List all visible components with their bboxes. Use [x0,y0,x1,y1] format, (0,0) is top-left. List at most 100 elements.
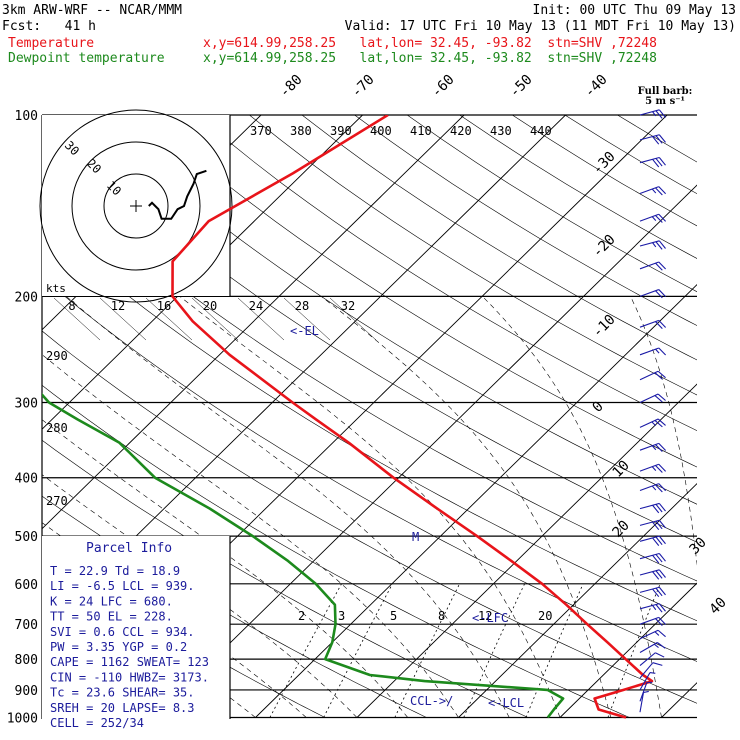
pressure-label: 400 [15,472,38,487]
barb-legend-units: 5 m s⁻¹ [645,96,685,107]
isotherm-label: -30 [590,149,619,178]
barb-half-flag [643,690,649,694]
temperature-line [171,115,654,719]
theta-label: 270 [46,494,68,508]
barb-flag [655,110,663,119]
mean-wind-marker: M [412,530,419,544]
mixing-ratio-label: 12 [478,609,492,623]
isotherm-line [559,582,697,718]
barb-flag [654,395,663,403]
wind-barb [639,535,666,546]
barb-half-flag [651,485,657,491]
pressure-label: 100 [15,109,38,124]
isotherm-label: -40 [582,72,611,101]
pressure-label: 700 [15,618,38,633]
isotherm-line [458,483,697,718]
dry-adiabat-line [617,115,697,163]
hodograph-speed-label: 16 [157,299,171,313]
wind-barb [639,642,666,653]
barb-flag [655,536,663,546]
barb-flag [658,616,667,625]
isotherm-label: 40 [707,595,730,618]
theta-label: 370 [250,124,272,138]
hodograph-speed-label: 24 [249,299,263,313]
barb-flag [655,618,663,627]
pressure-label: 800 [15,653,38,668]
barb-flag [657,393,666,401]
dry-adiabat-line [42,276,697,662]
barb-flag [658,553,666,562]
forecast-hour: Fcst: 41 h [2,19,96,34]
wind-barb [639,240,666,250]
dry-adiabat-line [42,117,697,543]
barb-legend-title: Full barb: [638,86,693,97]
pressure-label: 300 [15,396,38,411]
init-time: Init: 00 UTC Thu 09 May 13 [532,3,737,18]
barb-flag [655,652,665,658]
barb-flag [656,642,666,649]
dry-adiabat-line [301,115,697,361]
parcel-info-row: PW = 3.35 YGP = 0.2 [50,640,187,654]
wind-barb [639,347,667,356]
barb-flag [658,240,666,249]
barb-flag [652,554,660,564]
moist-adiabat-line [42,522,307,718]
barb-shaft [639,682,648,702]
dry-adiabat-line [196,115,697,431]
mixing-ratio-label: 8 [438,609,445,623]
pressure-label: 200 [15,290,38,305]
speed-guide-line [99,297,147,341]
isotherm-label: -50 [507,72,536,101]
parcel-info-title: Parcel Info [86,541,172,556]
speed-guide-line [191,297,239,341]
theta-label: 380 [290,124,312,138]
barb-flag [655,444,663,453]
barb-flag [652,504,660,514]
barb-half-flag [652,605,657,611]
isotherm-line [42,115,363,430]
barb-flag [658,569,666,578]
speed-guide-line [145,297,193,341]
isotherm-label: 0 [590,399,607,416]
wind-barb [639,616,667,627]
wind-barb [639,662,663,679]
hodograph-ring [71,141,201,271]
moist-adiabat-line [630,296,697,566]
moist-adiabat-line [42,419,409,718]
hodograph-speed-label: 12 [111,299,125,313]
barb-half-flag [651,445,657,451]
hodograph-units: kts [46,282,66,295]
barb-flag [655,604,663,613]
parcel-info-row: CELL = 252/34 [50,716,144,730]
pressure-label: 600 [15,578,38,593]
lfc-marker: <-LFC [472,611,508,625]
grid-lines [42,115,697,718]
theta-label: 440 [530,124,552,138]
isotherm-line [356,383,697,718]
barb-flag [657,629,666,638]
barb-flag [655,187,663,196]
barb-half-flag [651,421,657,426]
barb-flag [658,519,666,529]
parcel-info-row: CIN = -110 HWBZ= 3173. [50,670,209,684]
wind-barb [639,483,667,493]
isotherm-line [153,184,697,718]
barb-half-flag [649,672,656,674]
model-title: 3km ARW-WRF -- NCAR/MMM [2,3,183,18]
wind-barb [639,186,667,196]
lcl-marker: <-LCL [488,696,524,710]
mixing-ratio-line [525,583,584,718]
barb-flag [658,134,666,143]
barb-half-flag [651,216,657,222]
isotherm-line [661,682,697,718]
wind-barb [639,370,666,381]
theta-label: 420 [450,124,472,138]
legend-temperature: Temperature [8,36,95,51]
speed-guide-line [329,297,377,341]
pressure-label: 900 [15,684,38,699]
el-marker: <-EL [290,324,319,338]
parcel-info-row: SREH = 20 LAPSE= 8.3 [50,701,195,715]
dry-adiabat-line [42,170,697,582]
parcel-info-row: Tc = 23.6 SHEAR= 35. [50,686,195,700]
